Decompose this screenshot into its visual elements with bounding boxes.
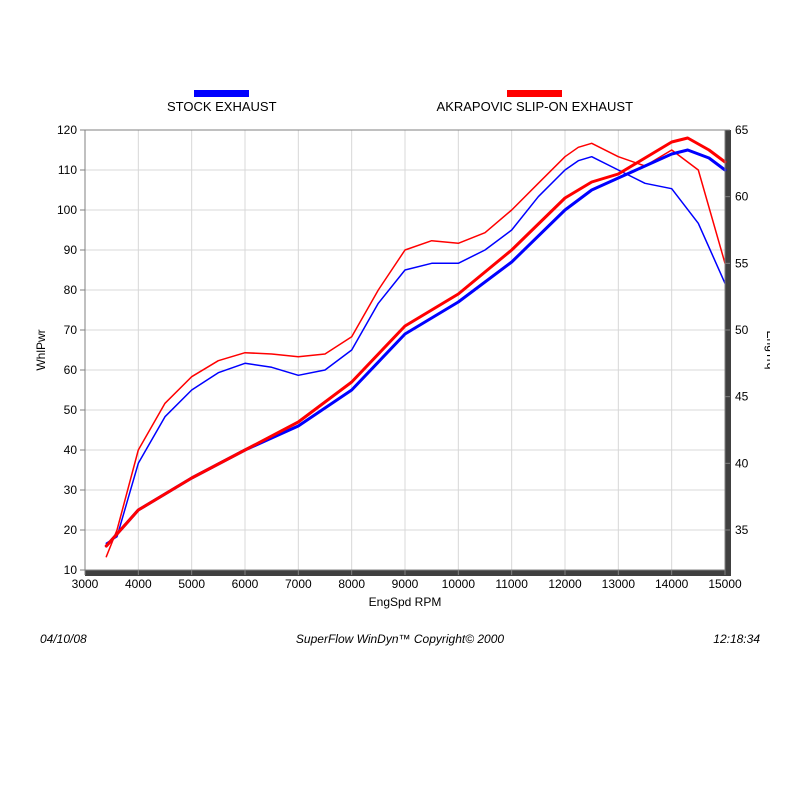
legend-swatch-akra [507,90,562,97]
svg-text:15000: 15000 [708,577,742,591]
chart: 3000 4000 5000 6000 7000 8000 9000 10000 11000 12… [30,120,770,620]
svg-text:30: 30 [64,483,78,497]
footer-date: 04/10/08 [40,632,87,646]
svg-text:12000: 12000 [548,577,582,591]
svg-text:90: 90 [64,243,78,257]
svg-text:4000: 4000 [125,577,152,591]
svg-text:7000: 7000 [285,577,312,591]
svg-text:50: 50 [64,403,78,417]
svg-text:120: 120 [57,123,77,137]
legend: STOCK EXHAUST AKRAPOVIC SLIP-ON EXHAUST [0,90,800,114]
legend-label-akra: AKRAPOVIC SLIP-ON EXHAUST [437,99,634,114]
svg-text:20: 20 [64,523,78,537]
svg-text:5000: 5000 [178,577,205,591]
svg-text:60: 60 [64,363,78,377]
footer: 04/10/08 SuperFlow WinDyn™ Copyright© 20… [40,632,760,646]
svg-text:100: 100 [57,203,77,217]
svg-text:40: 40 [735,456,749,470]
svg-text:65: 65 [735,123,749,137]
footer-time: 12:18:34 [713,632,760,646]
chart-svg: 3000 4000 5000 6000 7000 8000 9000 10000 11000 12… [30,120,770,620]
svg-text:80: 80 [64,283,78,297]
svg-text:EngTrq: EngTrq [764,331,770,370]
svg-text:110: 110 [58,163,77,177]
svg-text:14000: 14000 [655,577,689,591]
svg-text:13000: 13000 [602,577,636,591]
svg-text:55: 55 [735,256,749,270]
svg-text:50: 50 [735,323,749,337]
legend-swatch-stock [194,90,249,97]
footer-copyright: SuperFlow WinDyn™ Copyright© 2000 [296,632,504,646]
svg-text:WhlPwr: WhlPwr [34,329,48,370]
svg-text:40: 40 [64,443,78,457]
svg-text:45: 45 [735,390,749,404]
svg-text:9000: 9000 [392,577,419,591]
svg-text:11000: 11000 [495,577,528,591]
legend-item-stock: STOCK EXHAUST [167,90,277,114]
svg-text:10000: 10000 [442,577,476,591]
svg-text:6000: 6000 [232,577,259,591]
svg-text:70: 70 [64,323,78,337]
svg-text:10: 10 [64,563,78,577]
svg-text:35: 35 [735,523,749,537]
legend-label-stock: STOCK EXHAUST [167,99,277,114]
svg-text:8000: 8000 [338,577,365,591]
svg-text:3000: 3000 [72,577,99,591]
svg-text:EngSpd RPM: EngSpd RPM [369,595,442,609]
dyno-chart-container: { "legend": { "stock": { "label": "STOCK… [0,0,800,800]
legend-item-akra: AKRAPOVIC SLIP-ON EXHAUST [437,90,634,114]
svg-text:60: 60 [735,190,749,204]
